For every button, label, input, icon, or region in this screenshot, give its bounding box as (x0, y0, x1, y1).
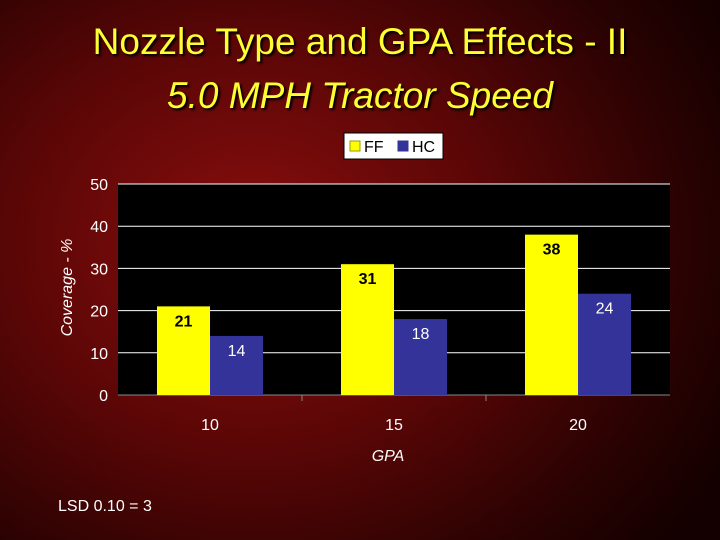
x-tick-label: 15 (385, 417, 403, 434)
slide-title: Nozzle Type and GPA Effects - II (92, 21, 628, 62)
title-block: Nozzle Type and GPA Effects - II 5.0 MPH… (0, 20, 720, 118)
y-axis-title: Coverage - % (59, 239, 76, 337)
y-tick-label: 50 (90, 177, 108, 194)
legend-label-ff: FF (364, 139, 384, 156)
y-tick-label: 0 (99, 388, 108, 405)
y-tick-label: 20 (90, 304, 108, 321)
y-tick-label: 40 (90, 219, 108, 236)
data-label-ff: 21 (175, 313, 193, 330)
bar-hc (210, 335, 263, 395)
legend-swatch-ff (349, 140, 361, 152)
bar-hc (578, 293, 631, 395)
x-axis-title: GPA (372, 448, 405, 465)
lsd-footnote: LSD 0.10 = 3 (58, 498, 152, 515)
data-label-hc: 24 (596, 301, 614, 318)
data-label-ff: 31 (359, 271, 377, 288)
x-tick-label: 10 (201, 417, 219, 434)
bar-ff (525, 234, 578, 395)
legend-swatch-hc (397, 140, 409, 152)
bar-hc (394, 319, 447, 395)
data-label-ff: 38 (543, 242, 561, 259)
data-label-hc: 18 (412, 326, 430, 343)
legend-label-hc: HC (412, 139, 435, 156)
bar-ff (157, 306, 210, 395)
y-tick-label: 30 (90, 261, 108, 278)
slide-subtitle: 5.0 MPH Tractor Speed (167, 75, 553, 116)
x-tick-label: 20 (569, 417, 587, 434)
data-label-hc: 14 (228, 343, 246, 360)
y-tick-label: 10 (90, 346, 108, 363)
bar-ff (341, 264, 394, 395)
